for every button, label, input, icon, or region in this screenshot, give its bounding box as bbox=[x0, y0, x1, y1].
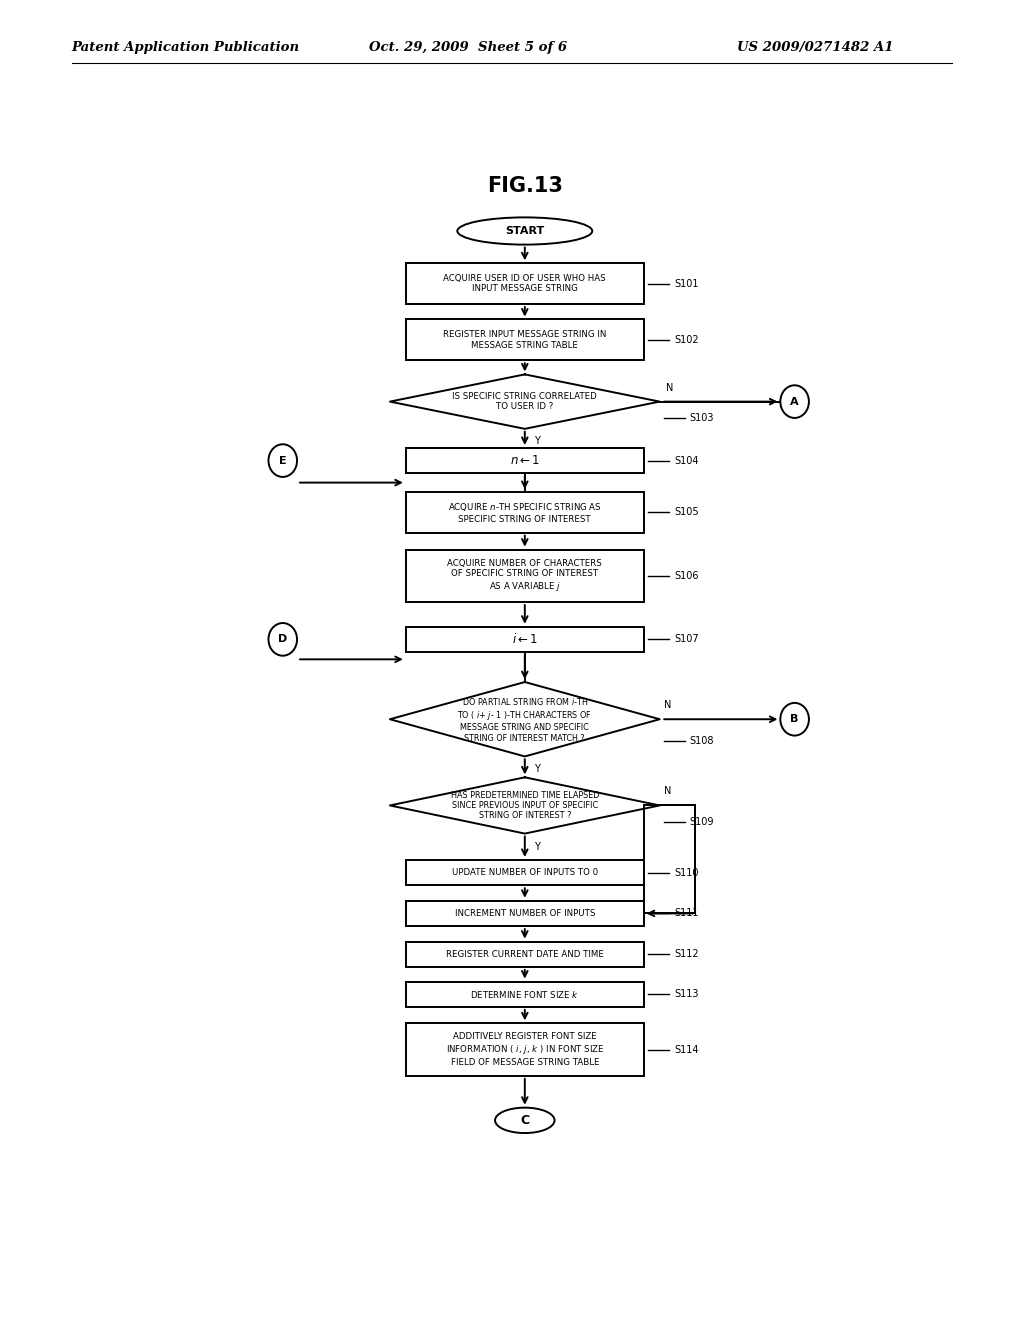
Text: S114: S114 bbox=[674, 1044, 698, 1055]
Text: ADDITIVELY REGISTER FONT SIZE
INFORMATION ( $i$, $j$, $k$ ) IN FONT SIZE
FIELD O: ADDITIVELY REGISTER FONT SIZE INFORMATIO… bbox=[445, 1032, 604, 1067]
Ellipse shape bbox=[458, 218, 592, 244]
Text: S113: S113 bbox=[674, 989, 698, 999]
Text: ACQUIRE USER ID OF USER WHO HAS
INPUT MESSAGE STRING: ACQUIRE USER ID OF USER WHO HAS INPUT ME… bbox=[443, 275, 606, 293]
FancyBboxPatch shape bbox=[406, 1023, 644, 1076]
Circle shape bbox=[268, 445, 297, 477]
Text: Y: Y bbox=[535, 842, 541, 851]
Text: S111: S111 bbox=[674, 908, 698, 919]
Text: $n \leftarrow 1$: $n \leftarrow 1$ bbox=[510, 454, 540, 467]
Text: $i \leftarrow 1$: $i \leftarrow 1$ bbox=[512, 632, 538, 647]
FancyBboxPatch shape bbox=[406, 859, 644, 886]
Text: S102: S102 bbox=[674, 335, 698, 345]
FancyBboxPatch shape bbox=[406, 982, 644, 1007]
FancyBboxPatch shape bbox=[406, 447, 644, 474]
Circle shape bbox=[780, 385, 809, 418]
Text: HAS PREDETERMINED TIME ELAPSED
SINCE PREVIOUS INPUT OF SPECIFIC
STRING OF INTERE: HAS PREDETERMINED TIME ELAPSED SINCE PRE… bbox=[451, 791, 599, 820]
Text: C: C bbox=[520, 1114, 529, 1127]
Text: B: B bbox=[791, 714, 799, 725]
Text: S112: S112 bbox=[674, 949, 698, 960]
Ellipse shape bbox=[495, 1107, 555, 1133]
Text: FIG.13: FIG.13 bbox=[486, 176, 563, 195]
FancyBboxPatch shape bbox=[406, 263, 644, 304]
Text: A: A bbox=[791, 396, 799, 407]
Text: D: D bbox=[279, 635, 288, 644]
FancyBboxPatch shape bbox=[406, 549, 644, 602]
Text: S110: S110 bbox=[674, 867, 698, 878]
Text: S101: S101 bbox=[674, 279, 698, 289]
Text: S103: S103 bbox=[690, 413, 715, 422]
FancyBboxPatch shape bbox=[644, 805, 695, 913]
Text: Oct. 29, 2009  Sheet 5 of 6: Oct. 29, 2009 Sheet 5 of 6 bbox=[369, 41, 566, 54]
Text: S108: S108 bbox=[690, 737, 715, 746]
Circle shape bbox=[268, 623, 297, 656]
Text: S106: S106 bbox=[674, 570, 698, 581]
Text: E: E bbox=[279, 455, 287, 466]
Text: N: N bbox=[665, 787, 672, 796]
FancyBboxPatch shape bbox=[406, 492, 644, 533]
FancyBboxPatch shape bbox=[406, 941, 644, 968]
Text: Y: Y bbox=[535, 436, 541, 446]
Text: Y: Y bbox=[535, 764, 541, 774]
FancyBboxPatch shape bbox=[406, 319, 644, 360]
FancyBboxPatch shape bbox=[406, 900, 644, 927]
Text: INCREMENT NUMBER OF INPUTS: INCREMENT NUMBER OF INPUTS bbox=[455, 909, 595, 917]
Text: Patent Application Publication: Patent Application Publication bbox=[72, 41, 300, 54]
Text: REGISTER CURRENT DATE AND TIME: REGISTER CURRENT DATE AND TIME bbox=[445, 950, 604, 958]
Text: N: N bbox=[665, 700, 672, 710]
Text: REGISTER INPUT MESSAGE STRING IN
MESSAGE STRING TABLE: REGISTER INPUT MESSAGE STRING IN MESSAGE… bbox=[443, 330, 606, 350]
Text: START: START bbox=[505, 226, 545, 236]
Text: UPDATE NUMBER OF INPUTS TO 0: UPDATE NUMBER OF INPUTS TO 0 bbox=[452, 869, 598, 876]
Text: IS SPECIFIC STRING CORRELATED
TO USER ID ?: IS SPECIFIC STRING CORRELATED TO USER ID… bbox=[453, 392, 597, 412]
Text: N: N bbox=[666, 383, 674, 392]
Text: S109: S109 bbox=[690, 817, 715, 826]
FancyBboxPatch shape bbox=[406, 627, 644, 652]
Text: S105: S105 bbox=[674, 507, 698, 517]
Text: US 2009/0271482 A1: US 2009/0271482 A1 bbox=[737, 41, 894, 54]
Text: ACQUIRE NUMBER OF CHARACTERS
OF SPECIFIC STRING OF INTEREST
AS A VARIABLE $j$: ACQUIRE NUMBER OF CHARACTERS OF SPECIFIC… bbox=[447, 558, 602, 593]
Circle shape bbox=[780, 704, 809, 735]
Text: DO PARTIAL STRING FROM $i$-TH
TO ( $i$+ $j$- 1 )-TH CHARACTERS OF
MESSAGE STRING: DO PARTIAL STRING FROM $i$-TH TO ( $i$+ … bbox=[458, 696, 592, 743]
Text: DETERMINE FONT SIZE $k$: DETERMINE FONT SIZE $k$ bbox=[470, 989, 580, 999]
Text: S104: S104 bbox=[674, 455, 698, 466]
Text: ACQUIRE $n$-TH SPECIFIC STRING AS
SPECIFIC STRING OF INTEREST: ACQUIRE $n$-TH SPECIFIC STRING AS SPECIF… bbox=[447, 502, 602, 524]
Text: S107: S107 bbox=[674, 635, 698, 644]
